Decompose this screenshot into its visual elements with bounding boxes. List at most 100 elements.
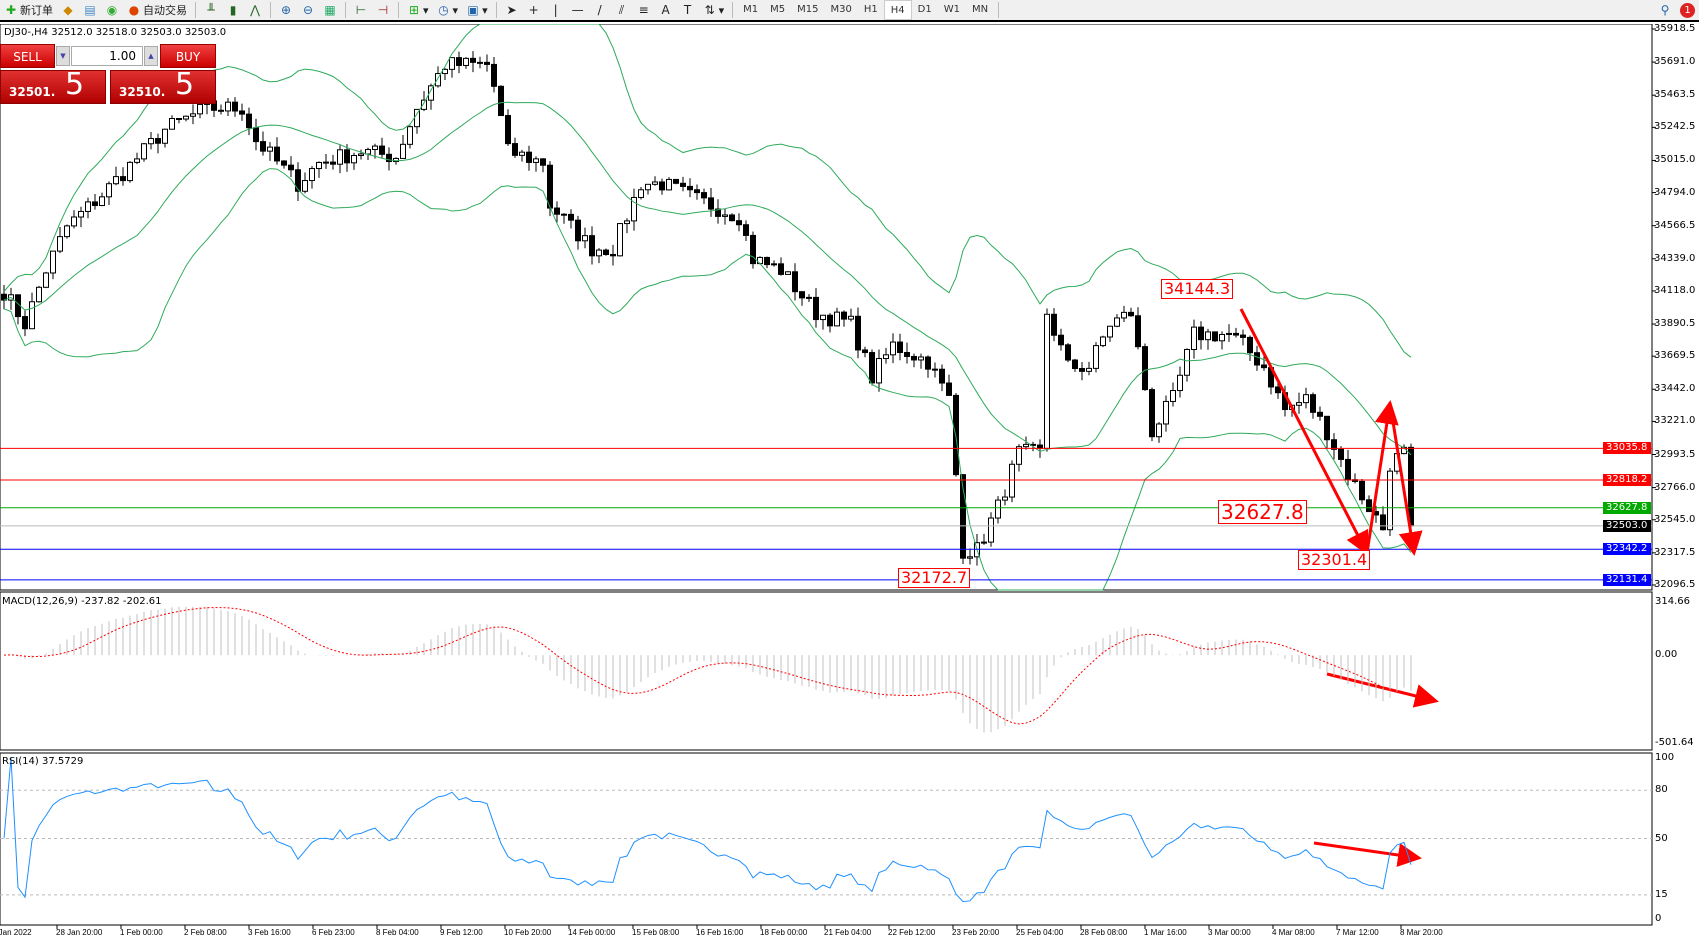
timeframe-bar: M1 M5 M15 M30 H1 H4 D1 W1 MN — [737, 0, 994, 20]
sell-price[interactable]: 32501. 5 — [0, 70, 106, 104]
annotation-recent-low[interactable]: 32301.4 — [1298, 550, 1371, 570]
candle-body — [1184, 349, 1190, 376]
price-axis-label: 35918.5 — [1654, 23, 1696, 34]
separator — [345, 2, 346, 18]
price-axis-label: 35015.0 — [1654, 154, 1696, 166]
candle-body — [904, 351, 910, 357]
timeframe-h4[interactable]: H4 — [883, 0, 912, 20]
terminal-button[interactable]: ▤ — [79, 0, 101, 20]
lot-size-input[interactable]: 1.00 — [71, 46, 143, 66]
vertical-line-button[interactable]: | — [545, 0, 567, 20]
fibonacci-button[interactable]: ≡ — [633, 0, 655, 20]
line-chart-button[interactable]: ⋀ — [244, 0, 266, 20]
tile-windows-button[interactable]: ▦ — [319, 0, 341, 20]
autoscroll-icon: ⊢ — [355, 3, 367, 17]
cursor-button[interactable]: ➤ — [501, 0, 523, 20]
annotation-level[interactable]: 32627.8 — [1218, 500, 1307, 524]
price-axis-label: 34339.0 — [1654, 252, 1696, 264]
auto-trading-button[interactable]: ● 自动交易 — [128, 3, 187, 17]
bar-chart-button[interactable]: ╨ — [200, 0, 222, 20]
timeframe-m5[interactable]: M5 — [770, 4, 786, 15]
lot-increase-button[interactable]: ▲ — [144, 46, 158, 66]
annotation-high[interactable]: 34144.3 — [1161, 279, 1234, 299]
indicators-button[interactable]: ⊞ ▾ — [408, 3, 429, 17]
candle-body — [1177, 374, 1183, 392]
price-axis-label: 35463.5 — [1654, 89, 1696, 101]
macd-label: MACD(12,26,9) -237.82 -202.61 — [2, 596, 162, 607]
text-button[interactable]: A — [655, 0, 677, 20]
zoom-in-button[interactable]: ⊕ — [275, 0, 297, 20]
timeframe-w1[interactable]: W1 — [943, 4, 960, 15]
timeframe-m15[interactable]: M15 — [797, 4, 819, 15]
horizontal-line-button[interactable]: — — [567, 0, 589, 20]
arrows-button[interactable]: ⇅ ▾ — [704, 3, 725, 17]
market-watch-button[interactable]: ◆ — [57, 0, 79, 20]
annotation-low[interactable]: 32172.7 — [898, 568, 971, 588]
buy-price[interactable]: 32510. 5 — [110, 70, 216, 104]
candle-body — [1303, 394, 1309, 404]
candle-body — [92, 201, 98, 207]
date-axis-label: 3 Feb 16:00 — [248, 928, 291, 937]
candle-body — [463, 57, 469, 66]
arrows-icon: ⇅ — [704, 3, 715, 17]
candle-body — [372, 145, 378, 151]
search-button[interactable]: ⚲ — [1654, 0, 1676, 20]
buy-button[interactable]: BUY — [160, 44, 216, 68]
candle-body — [1086, 367, 1092, 372]
date-axis-label: 8 Mar 20:00 — [1400, 928, 1443, 937]
channel-button[interactable]: ⫽ — [611, 0, 633, 20]
candle-body — [1128, 311, 1134, 317]
text-label-button[interactable]: T — [677, 0, 699, 20]
trendline-button[interactable]: / — [589, 0, 611, 20]
chart-shift-button[interactable]: ⊣ — [372, 0, 394, 20]
zoom-out-icon: ⊖ — [302, 3, 314, 17]
notifications-button[interactable]: 1 — [1676, 0, 1699, 20]
templates-button[interactable]: ▣ ▾ — [467, 3, 488, 17]
date-axis-label: 8 Feb 04:00 — [376, 928, 419, 937]
candle-body — [1142, 346, 1148, 391]
lot-decrease-button[interactable]: ▼ — [56, 46, 70, 66]
candle-chart-button[interactable]: ▮ — [222, 0, 244, 20]
candle-body — [386, 153, 392, 163]
candle-body — [939, 368, 945, 384]
candle-body — [1226, 332, 1232, 335]
candle-body — [246, 113, 252, 129]
candle-body — [162, 128, 168, 144]
price-axis-label: 32766.0 — [1654, 481, 1696, 493]
candle-body — [1380, 514, 1386, 531]
timeframe-mn[interactable]: MN — [971, 4, 989, 15]
autoscroll-button[interactable]: ⊢ — [350, 0, 372, 20]
signals-button[interactable]: ◉ — [101, 0, 123, 20]
candle-body — [484, 61, 490, 65]
candle-body — [57, 236, 63, 252]
new-order-button[interactable]: ✚ 新订单 — [5, 3, 53, 17]
sell-button[interactable]: SELL — [0, 44, 55, 68]
level-tag: 32818.2 — [1603, 474, 1651, 486]
one-click-trading-panel: SELL ▼ 1.00 ▲ BUY 32501. 5 32510. 5 — [0, 44, 216, 106]
zoom-out-button[interactable]: ⊖ — [297, 0, 319, 20]
periods-button[interactable]: ◷ ▾ — [438, 3, 459, 17]
crosshair-button[interactable]: + — [523, 0, 545, 20]
candle-body — [575, 219, 581, 242]
timeframe-h1[interactable]: H1 — [863, 4, 878, 15]
candle-body — [799, 291, 805, 299]
timeframe-m1[interactable]: M1 — [743, 4, 759, 15]
candle-body — [323, 161, 329, 164]
candle-body — [1219, 333, 1225, 342]
candle-body — [533, 158, 539, 163]
candle-body — [757, 256, 763, 265]
candle-body — [561, 213, 567, 216]
candle-body — [1345, 458, 1351, 481]
bollinger-upper — [3, 24, 1412, 358]
date-axis-label: 3 Mar 00:00 — [1208, 928, 1251, 937]
timeframe-d1[interactable]: D1 — [917, 4, 932, 15]
candle-body — [547, 164, 553, 209]
candle-body — [631, 196, 637, 222]
fibonacci-icon: ≡ — [638, 3, 649, 17]
candle-body — [71, 216, 77, 227]
candle-body — [1023, 443, 1029, 448]
timeframe-m30[interactable]: M30 — [830, 4, 852, 15]
price-axis-label: 34566.5 — [1654, 219, 1696, 231]
chart-canvas[interactable] — [0, 24, 1699, 944]
candle-body — [197, 103, 203, 115]
